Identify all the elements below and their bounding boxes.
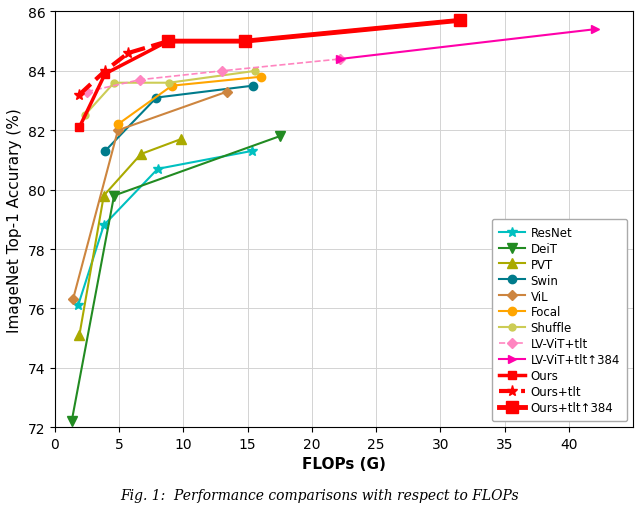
Swin [152,95,160,101]
Ours+tlt↑384 [241,39,249,45]
X-axis label: FLOPs (G): FLOPs (G) [302,457,386,471]
Shuffle [252,69,259,75]
Shuffle [81,113,88,119]
LV-ViT+tlt [136,77,143,83]
Text: Fig. 1:  Performance comparisons with respect to FLOPs: Fig. 1: Performance comparisons with res… [121,488,519,502]
LV-ViT+tlt [83,90,91,96]
Shuffle [166,80,173,87]
DeiT [68,418,76,425]
ResNet [248,149,255,155]
Line: Focal: Focal [114,73,265,129]
LV-ViT+tlt [337,57,344,63]
Ours+tlt↑384 [164,39,172,45]
Ours+tlt↑384 [456,18,463,24]
Ours [456,18,463,24]
Shuffle [110,80,118,87]
Line: Ours+tlt: Ours+tlt [74,37,173,101]
LV-ViT+tlt↑384 [337,57,344,63]
Line: Swin: Swin [101,82,257,156]
Line: LV-ViT+tlt: LV-ViT+tlt [84,56,344,96]
Line: Shuffle: Shuffle [81,68,259,120]
Ours+tlt [101,69,109,75]
ResNet [74,303,82,309]
Swin [249,83,257,90]
Line: DeiT: DeiT [67,132,285,426]
PVT [177,137,185,143]
LV-ViT+tlt↑384 [591,27,598,33]
Ours+tlt [124,51,132,57]
PVT [76,332,83,338]
Focal [168,83,176,90]
Ours+tlt [76,92,83,98]
PVT [137,152,145,158]
Line: LV-ViT+tlt↑384: LV-ViT+tlt↑384 [336,26,598,64]
ViL [69,297,77,303]
LV-ViT+tlt [218,69,226,75]
Swin [101,149,109,155]
DeiT [110,193,118,199]
ViL [223,90,231,96]
Focal [114,122,122,128]
Ours+tlt [164,39,172,45]
Y-axis label: ImageNet Top-1 Accurary (%): ImageNet Top-1 Accurary (%) [7,108,22,332]
Line: PVT: PVT [74,135,186,341]
Ours [76,125,83,131]
Ours [241,39,249,45]
ViL [114,128,122,134]
Line: Ours+tlt↑384: Ours+tlt↑384 [163,16,465,48]
Ours [164,39,172,45]
Focal [257,74,264,80]
Ours [101,72,109,78]
PVT [100,193,108,199]
Line: Ours: Ours [76,17,464,132]
ResNet [100,223,108,229]
DeiT [276,134,284,140]
Line: ResNet: ResNet [73,147,257,310]
ResNet [154,166,161,173]
Line: ViL: ViL [70,89,230,303]
Legend: ResNet, DeiT, PVT, Swin, ViL, Focal, Shuffle, LV-ViT+tlt, LV-ViT+tlt↑384, Ours, : ResNet, DeiT, PVT, Swin, ViL, Focal, Shu… [492,219,627,421]
